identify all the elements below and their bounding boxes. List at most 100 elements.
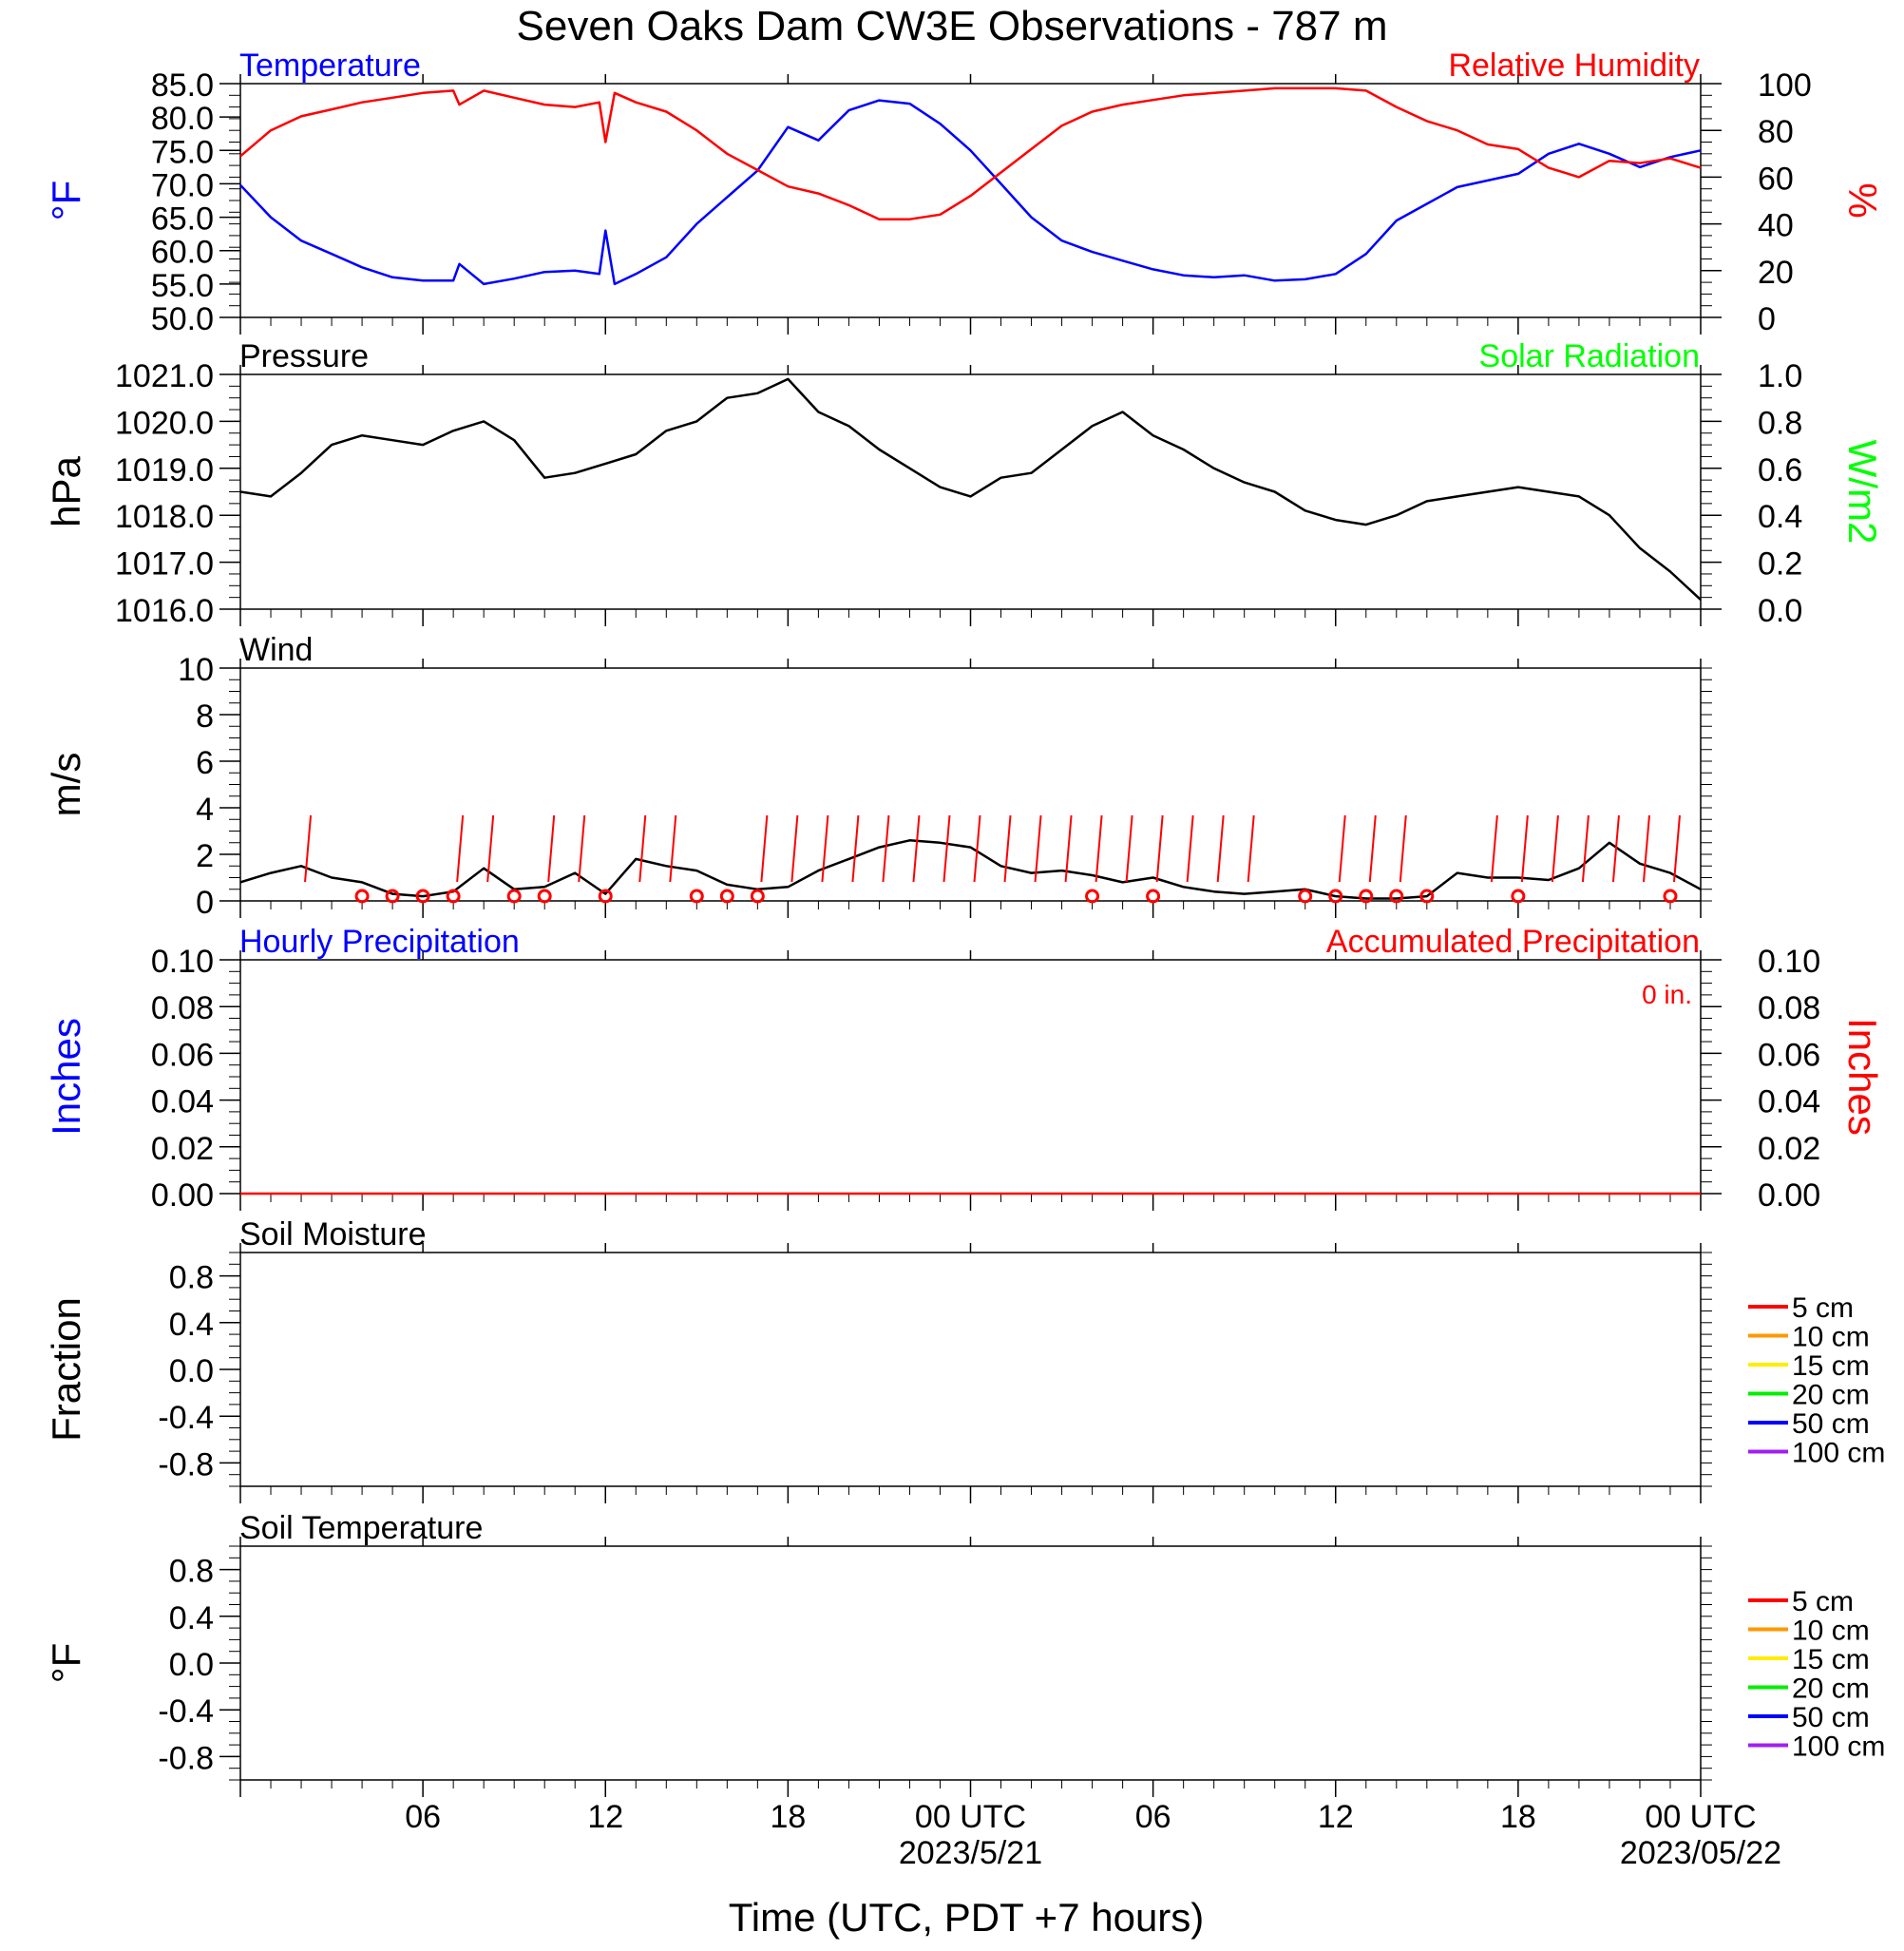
wind-barb	[456, 814, 465, 883]
x-date-label: 2023/5/21	[899, 1835, 1042, 1871]
panel-frame	[239, 1252, 1702, 1487]
legend-label: 50 cm	[1792, 1702, 1870, 1733]
calm-wind-marker	[1663, 889, 1678, 904]
y-tick-label-left: 1017.0	[115, 546, 214, 583]
x-tick-label: 18	[770, 1799, 806, 1835]
wind-barb	[669, 814, 677, 883]
x-tick-label: 12	[587, 1799, 623, 1835]
wind-barb	[1672, 814, 1681, 883]
y-tick-label-left: 55.0	[151, 268, 214, 304]
y-tick-label-right: 0.0	[1758, 593, 1802, 629]
wind-barb	[1581, 814, 1590, 883]
calm-wind-marker	[1146, 889, 1161, 904]
wind-barb	[578, 814, 586, 883]
wind-barb	[304, 814, 313, 883]
y-tick-label-right: 1.0	[1758, 358, 1802, 394]
calm-wind-marker	[689, 889, 704, 904]
panel-title-right: Relative Humidity	[1448, 48, 1700, 84]
calm-wind-marker	[1389, 889, 1404, 904]
y-tick-label-left: 80.0	[151, 101, 214, 137]
wind-barb	[1551, 814, 1559, 883]
panel-title-left: Hourly Precipitation	[239, 924, 520, 960]
y-tick-label-right: 0.04	[1758, 1084, 1820, 1120]
legend-label: 20 cm	[1792, 1674, 1870, 1705]
y-axis-label-left: °F	[44, 1643, 88, 1683]
calm-wind-marker	[1085, 889, 1100, 904]
calm-wind-marker	[354, 889, 370, 904]
y-tick-label-right: 80	[1758, 114, 1794, 150]
y-tick-label-left: 0.02	[151, 1131, 214, 1167]
wind-barb	[1216, 814, 1225, 883]
y-tick-label-left: 50.0	[151, 301, 214, 337]
calm-wind-marker	[506, 889, 522, 904]
y-tick-label-left: 1018.0	[115, 499, 214, 535]
wind-barb	[1095, 814, 1103, 883]
panel-frame	[239, 83, 1702, 318]
legend-label: 100 cm	[1792, 1438, 1885, 1469]
y-tick-label-right: 0.6	[1758, 452, 1802, 488]
y-tick-label-right: 0	[1758, 301, 1776, 337]
y-tick-label-right: 0.00	[1758, 1177, 1820, 1214]
legend-label: 15 cm	[1792, 1644, 1870, 1675]
y-tick-label-left: 1021.0	[115, 358, 214, 394]
wind-barb	[547, 814, 556, 883]
wind-barb	[821, 814, 829, 883]
y-tick-label-right: 0.2	[1758, 546, 1802, 583]
panel-title-left: Soil Temperature	[239, 1510, 483, 1546]
calm-wind-marker	[1359, 889, 1374, 904]
wind-barb	[1003, 814, 1012, 883]
y-tick-label-right: 0.8	[1758, 405, 1802, 441]
y-tick-label-left: 6	[196, 745, 214, 781]
y-tick-label-left: 0.4	[169, 1307, 214, 1343]
x-tick-label: 12	[1318, 1799, 1354, 1835]
wind-barb	[882, 814, 890, 883]
x-tick-label: 06	[405, 1799, 441, 1835]
panel-frame	[239, 1545, 1702, 1781]
y-tick-label-left: 1020.0	[115, 405, 214, 441]
y-tick-label-left: -0.8	[158, 1446, 214, 1482]
wind-barb	[638, 814, 647, 883]
y-tick-label-left: 1019.0	[115, 452, 214, 488]
wind-barb	[1520, 814, 1529, 883]
panel-title-left: Temperature	[239, 48, 421, 84]
panel-pressure-solar: 1021.0 1020.0 1019.0 1018.0 1017.0 1016.0 1.0 0…	[44, 338, 1885, 629]
y-axis-label-left: Inches	[44, 1018, 88, 1136]
y-tick-label-right: 40	[1758, 208, 1794, 244]
wind-barb	[1399, 814, 1407, 883]
y-axis-label-left: m/s	[44, 753, 88, 817]
calm-wind-marker	[446, 889, 461, 904]
y-tick-label-left: 0.04	[151, 1084, 214, 1120]
wind-barb	[486, 814, 495, 883]
y-tick-label-left: 65.0	[151, 201, 214, 238]
y-tick-label-left: 0	[196, 885, 214, 921]
y-tick-label-left: 0.10	[151, 944, 214, 980]
y-tick-label-left: 70.0	[151, 167, 214, 203]
calm-wind-marker	[1419, 889, 1435, 904]
y-tick-label-left: 0.06	[151, 1037, 214, 1073]
y-tick-label-left: 0.8	[169, 1554, 214, 1590]
x-axis-label: Time (UTC, PDT +7 hours)	[729, 1895, 1205, 1940]
y-tick-label-right: 0.10	[1758, 944, 1820, 980]
y-axis-label-left: °F	[44, 181, 88, 220]
calm-wind-marker	[719, 889, 734, 904]
legend-label: 20 cm	[1792, 1380, 1870, 1411]
calm-wind-marker	[385, 889, 400, 904]
wind-barb	[1490, 814, 1498, 883]
legend-label: 5 cm	[1792, 1292, 1854, 1324]
y-tick-label-left: -0.8	[158, 1740, 214, 1776]
calm-wind-marker	[537, 889, 552, 904]
wind-barb	[1155, 814, 1164, 883]
calm-wind-marker	[750, 889, 765, 904]
panel-wind: 10 8 6 4 2 0 Wind m/s	[44, 632, 1712, 921]
calm-wind-marker	[1511, 889, 1526, 904]
legend-label: 50 cm	[1792, 1408, 1870, 1440]
wind-barb	[1186, 814, 1194, 883]
wind-barb	[1368, 814, 1377, 883]
y-tick-label-right: 0.02	[1758, 1131, 1820, 1167]
panel-soil-moisture: 0.8 0.4 0.0 -0.4 -0.8 Soil Moisture Fraction 5 …	[44, 1216, 1885, 1503]
y-axis-label-right: Inches	[1840, 1018, 1885, 1136]
y-tick-label-left: 0.0	[169, 1353, 214, 1389]
y-tick-label-left: 75.0	[151, 134, 214, 170]
wind-barb	[1064, 814, 1073, 883]
